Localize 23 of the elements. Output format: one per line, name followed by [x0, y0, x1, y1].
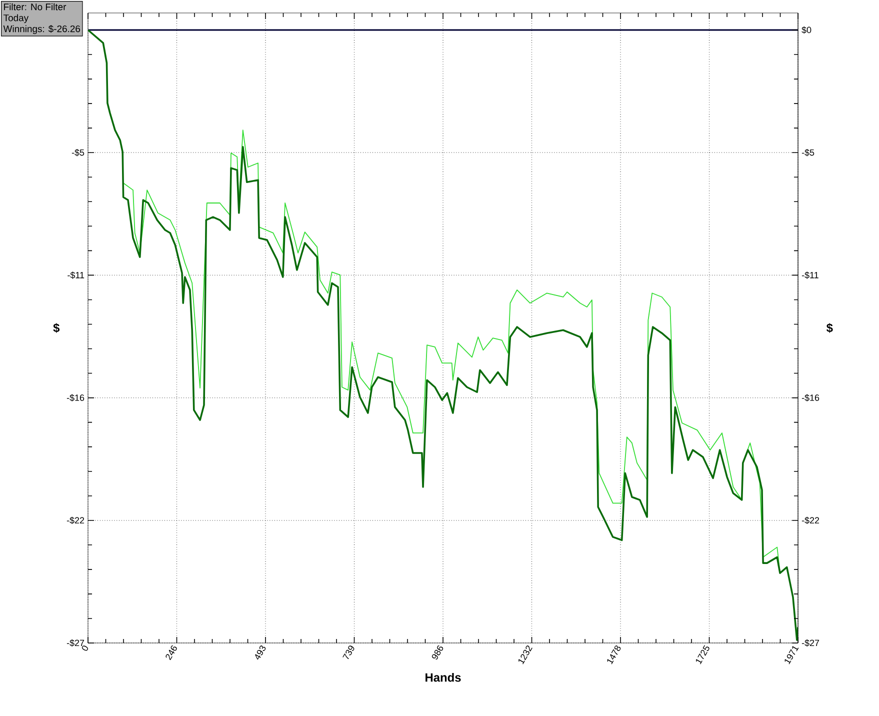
y2-axis-title: $ [826, 323, 833, 333]
y2-tick-label: -$16 [802, 394, 820, 402]
y2-tick-label: -$22 [802, 516, 820, 524]
y-tick-label: -$27 [66, 639, 84, 647]
y2-tick-label: $0 [802, 26, 812, 34]
y-tick-label: -$5 [72, 148, 84, 156]
y-axis-title: $ [53, 323, 60, 333]
y2-tick-label: -$27 [802, 639, 820, 647]
x-tick-label: 246 [166, 646, 177, 660]
x-tick-label: 493 [255, 646, 266, 660]
y-tick-label: -$11 [68, 272, 84, 279]
y2-tick-label: -$5 [802, 148, 814, 156]
x-tick-label: 0 [82, 646, 88, 651]
y2-tick-label: -$11 [802, 272, 818, 279]
line-series [88, 29, 798, 641]
y-tick-label: -$22 [66, 516, 84, 524]
y-tick-label: -$16 [66, 394, 84, 402]
x-tick-label: 986 [432, 646, 444, 660]
x-axis-title: Hands [426, 672, 461, 682]
text: Winnings: $-26.26 [3, 25, 80, 34]
x-tick-label: 739 [342, 646, 354, 660]
text: Today [4, 14, 29, 24]
text: Filter: No Filter [4, 3, 66, 10]
